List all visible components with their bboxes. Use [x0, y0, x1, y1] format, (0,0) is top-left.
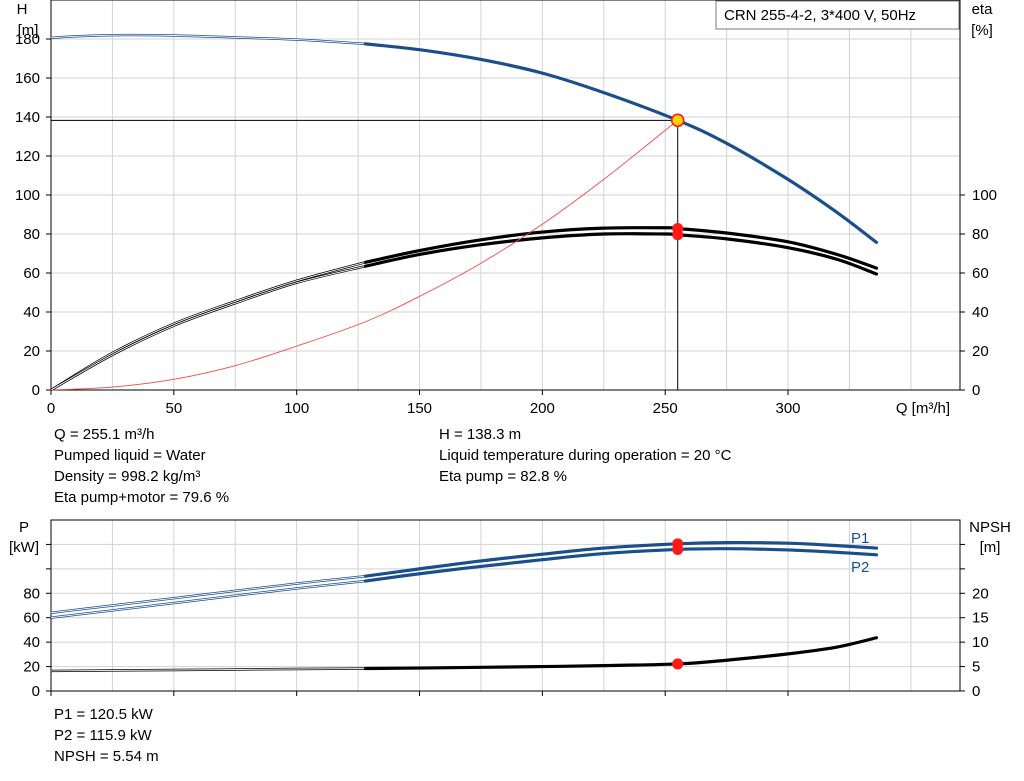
eta-tick-label: 100: [972, 187, 997, 204]
power-axis-label-unit: [kW]: [9, 539, 39, 556]
p1-series-label: P1: [851, 530, 869, 547]
p2-duty-marker: [672, 543, 684, 555]
x-tick-label: 300: [776, 400, 801, 417]
eta-tick-label: 0: [972, 382, 980, 399]
power-tick-label: 0: [32, 683, 40, 700]
head-tick-label: 180: [15, 31, 40, 48]
eta_pump-thin-outer: [50, 261, 366, 392]
eta_pump-thin-inner: [50, 261, 366, 391]
head-tick-label: 100: [15, 187, 40, 204]
eta-tick-label: 80: [972, 226, 989, 243]
head-tick-label: 120: [15, 148, 40, 165]
head-tick-label: 40: [23, 304, 40, 321]
bottom-chart-ticks: 0 20 40 60 80 0 5 10 15 20: [23, 543, 989, 700]
npsh-thick: [363, 636, 879, 671]
eta-tick-label: 60: [972, 265, 989, 282]
x-tick-label: 50: [165, 400, 182, 417]
eta_total-thin-inner: [50, 265, 366, 391]
npsh-tick-label: 20: [972, 585, 989, 602]
head-tick-label: 160: [15, 70, 40, 87]
top-chart-series: [50, 33, 879, 392]
x-tick-label: 250: [653, 400, 678, 417]
head-duty-marker: [670, 113, 685, 128]
eta_total-thin-outer: [50, 265, 366, 392]
head-thick: [363, 42, 879, 244]
info-npsh: NPSH = 5.54 m: [54, 748, 159, 765]
power-tick-label: 60: [23, 610, 40, 627]
head-tick-label: 20: [23, 343, 40, 360]
info-density: Density = 998.2 kg/m³: [54, 468, 201, 485]
p2-series-label: P2: [851, 559, 869, 576]
info-p1: P1 = 120.5 kW: [54, 706, 153, 723]
p2-thin-inner: [50, 580, 366, 619]
power-info: P1 = 120.5 kW P2 = 115.9 kW NPSH = 5.54 …: [54, 704, 159, 767]
duty-info-right: H = 138.3 m Liquid temperature during op…: [439, 424, 731, 487]
info-head: H = 138.3 m: [439, 426, 522, 443]
npsh-tick-label: 10: [972, 634, 989, 651]
info-p2: P2 = 115.9 kW: [54, 727, 152, 744]
p1-thick: [363, 540, 879, 578]
head-thin-inner: [50, 34, 366, 45]
top-chart-ticks: 0 50 100 150 200 250 3000204060801001201401601…: [15, 31, 997, 417]
info-eta-total: Eta pump+motor = 79.6 %: [54, 489, 230, 506]
power-tick-label: 40: [23, 634, 40, 651]
x-tick-label: 200: [530, 400, 555, 417]
system_curve-curve: [50, 119, 679, 391]
pump-legend-text: CRN 255-4-2, 3*400 V, 50Hz: [724, 7, 916, 24]
duty-info-left: Q = 255.1 m³/h Pumped liquid = Water Den…: [54, 424, 229, 508]
eta-tick-label: 20: [972, 343, 989, 360]
head-tick-label: 0: [32, 382, 40, 399]
head-axis-label-symbol: H: [17, 1, 28, 18]
eta-total-duty-marker: [672, 229, 684, 241]
npsh-axis-label-symbol: NPSH: [969, 519, 1011, 536]
head-tick-label: 60: [23, 265, 40, 282]
eta-axis-label-unit: [%]: [971, 22, 993, 39]
eta_total-thick: [363, 232, 879, 276]
head-tick-label: 140: [15, 109, 40, 126]
npsh-tick-label: 0: [972, 683, 980, 700]
npsh-axis-label-unit: [m]: [980, 539, 1001, 556]
bottom-plot-frame: [50, 519, 961, 692]
info-liquid-temperature: Liquid temperature during operation = 20…: [439, 447, 732, 464]
bottom-chart-grid: [51, 520, 960, 691]
info-eta-pump: Eta pump = 82.8 %: [439, 468, 567, 485]
npsh-duty-marker: [672, 658, 684, 670]
p1-thin-inner: [50, 575, 366, 614]
eta_pump-thick: [363, 226, 879, 270]
info-pumped-liquid: Pumped liquid = Water: [54, 447, 206, 464]
npsh-tick-label: 5: [972, 659, 980, 676]
power-axis-label-symbol: P: [19, 519, 29, 536]
head-tick-label: 80: [23, 226, 40, 243]
pump-legend-box: [715, 0, 960, 30]
bottom-chart-series: [50, 538, 879, 673]
x-tick-label: 0: [47, 400, 55, 417]
eta-axis-label-symbol: eta: [972, 1, 994, 18]
top-chart-grid: [51, 0, 960, 390]
info-flow: Q = 255.1 m³/h: [54, 426, 155, 443]
power-tick-label: 80: [23, 585, 40, 602]
npsh-thin-inner: [50, 668, 366, 672]
npsh-tick-label: 15: [972, 610, 989, 627]
x-tick-label: 150: [407, 400, 432, 417]
eta-tick-label: 40: [972, 304, 989, 321]
x-tick-label: 100: [284, 400, 309, 417]
head-axis-label-unit: [m]: [18, 22, 39, 39]
p2-thick: [363, 547, 879, 583]
flow-axis-label: Q [m³/h]: [896, 400, 950, 417]
power-tick-label: 20: [23, 659, 40, 676]
